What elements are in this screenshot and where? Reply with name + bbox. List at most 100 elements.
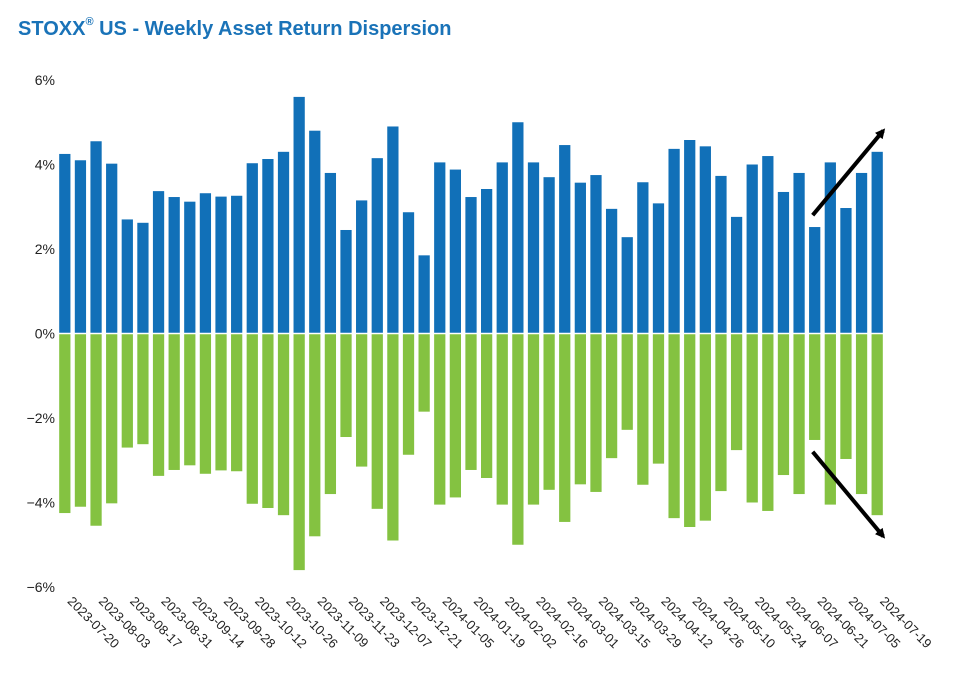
bar-upper <box>293 96 305 334</box>
bar-upper <box>465 197 477 334</box>
bar-lower <box>840 333 852 459</box>
bar-upper <box>605 208 618 334</box>
bar-lower <box>621 333 633 430</box>
bar-lower <box>324 333 337 495</box>
bar-upper <box>168 197 180 334</box>
bar-upper <box>793 172 805 334</box>
bar-lower <box>605 333 618 459</box>
bar-lower <box>543 333 555 490</box>
bar-upper <box>434 162 446 334</box>
y-tick-label: 0% <box>35 326 55 342</box>
bar-lower <box>434 333 446 505</box>
bar-upper <box>121 219 133 334</box>
bar-lower <box>59 333 71 514</box>
bar-lower <box>512 333 524 545</box>
bar-lower <box>74 333 87 507</box>
bar-lower <box>809 333 821 440</box>
bar-upper <box>371 158 383 334</box>
bar-lower <box>793 333 805 495</box>
title-prefix: STOXX <box>18 18 86 40</box>
bar-lower <box>871 333 883 516</box>
chart-title: STOXX® US - Weekly Asset Return Dispersi… <box>18 16 451 41</box>
y-tick-label: −6% <box>27 579 55 595</box>
bar-lower <box>777 333 790 476</box>
bar-lower <box>699 333 711 521</box>
bar-upper <box>652 203 665 334</box>
bar-lower <box>824 333 836 505</box>
bar-upper <box>215 196 227 334</box>
annotations <box>811 128 886 539</box>
bar-lower <box>184 333 196 466</box>
bar-lower <box>387 333 399 541</box>
bar-lower <box>262 333 274 508</box>
bar-lower <box>168 333 180 470</box>
bar-lower <box>762 333 774 511</box>
bar-lower <box>215 333 227 471</box>
bar-upper <box>402 212 415 334</box>
bar-upper <box>574 182 586 334</box>
arrow-down-annotation <box>811 450 886 539</box>
bar-lower <box>684 333 696 527</box>
bar-upper <box>621 237 633 334</box>
bar-lower <box>559 333 571 522</box>
bar-upper <box>809 227 821 334</box>
bar-upper <box>481 189 493 334</box>
bar-lower <box>465 333 477 470</box>
bar-lower <box>418 333 430 412</box>
bar-upper <box>496 162 508 334</box>
bar-upper <box>824 162 836 334</box>
bar-upper <box>590 175 602 334</box>
bar-lower <box>590 333 602 492</box>
bar-upper <box>387 126 399 334</box>
x-axis: 2023-07-202023-08-032023-08-172023-08-31… <box>65 594 935 652</box>
y-axis: 6% 4% 2% 0% −2% −4% −6% <box>27 72 55 595</box>
bar-lower <box>121 333 133 448</box>
bar-upper <box>699 146 711 334</box>
bar-lower <box>746 333 758 503</box>
y-tick-label: 6% <box>35 72 55 88</box>
bar-upper <box>184 201 196 334</box>
arrow-up-annotation <box>811 128 886 217</box>
bar-lower <box>668 333 680 519</box>
bar-upper <box>855 172 868 334</box>
bar-lower <box>137 333 149 445</box>
y-tick-label: 2% <box>35 241 55 257</box>
bar-lower <box>356 333 368 467</box>
bar-lower <box>340 333 352 438</box>
bar-upper <box>449 169 461 334</box>
bars-group <box>57 96 885 571</box>
bar-upper <box>762 156 774 334</box>
bar-lower <box>106 333 118 504</box>
bar-upper <box>418 255 430 334</box>
bar-upper <box>59 153 71 334</box>
bar-lower <box>637 333 649 485</box>
y-tick-label: 4% <box>35 157 55 173</box>
registered-mark: ® <box>85 16 94 29</box>
bar-upper <box>231 195 243 334</box>
bar-upper <box>246 163 258 334</box>
bar-lower <box>231 333 243 472</box>
bar-upper <box>90 141 102 334</box>
bar-lower <box>496 333 508 505</box>
bar-upper <box>840 208 852 334</box>
bar-upper <box>262 159 274 334</box>
bar-upper <box>715 175 727 334</box>
bar-lower <box>574 333 586 485</box>
bar-upper <box>74 160 87 334</box>
bar-lower <box>152 333 165 476</box>
bar-upper <box>106 163 118 334</box>
bar-upper <box>668 148 680 334</box>
bar-lower <box>90 333 102 526</box>
bar-upper <box>277 151 290 334</box>
bar-upper <box>871 151 883 334</box>
bar-upper <box>199 193 212 334</box>
y-tick-label: −4% <box>27 495 55 511</box>
bar-lower <box>715 333 727 492</box>
bar-upper <box>637 182 649 334</box>
bar-lower <box>371 333 383 509</box>
bar-lower <box>527 333 540 505</box>
bar-upper <box>340 229 352 334</box>
bar-upper <box>356 200 368 334</box>
bar-upper <box>512 122 524 334</box>
